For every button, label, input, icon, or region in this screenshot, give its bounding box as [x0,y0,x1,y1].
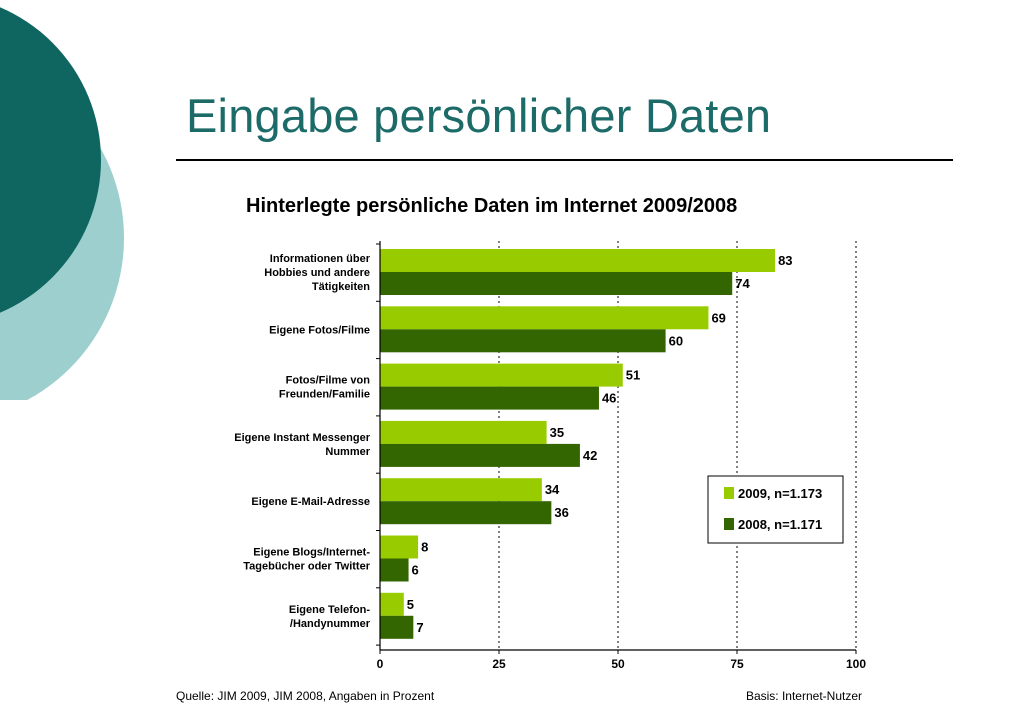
deco-dark-circle [0,7,101,313]
x-tick-label: 100 [846,657,866,671]
chart-title: Hinterlegte persönliche Daten im Interne… [246,195,737,217]
category-label: Fotos/Filme von [286,375,371,387]
legend-label: 2009, n=1.173 [738,486,822,501]
bar [380,443,580,467]
bar [380,558,409,582]
category-labels: Informationen über Hobbies und andere Täti… [234,253,370,630]
category-label: Eigene E-Mail-Adresse [251,496,370,508]
category-label: /Handynummer [290,618,371,630]
category-label: Eigene Instant Messenger [234,432,370,444]
category-label: Eigene Blogs/Internet- [253,547,370,559]
bar [380,478,542,502]
data-label: 5 [407,597,414,612]
category-label: Nummer [325,446,370,458]
bar [380,329,666,353]
data-label: 83 [778,253,792,268]
title-divider [176,159,953,161]
x-axis: 0 25 50 75 100 [376,241,866,671]
data-label: 8 [421,540,428,555]
category-label: Eigene Telefon- [289,604,370,616]
category-label: Freunden/Familie [279,389,370,401]
bar [380,615,414,639]
data-label: 6 [412,563,419,578]
decorative-circles [0,7,124,400]
bar [380,249,776,272]
data-label: 69 [711,310,725,325]
slide-title: Eingabe persönlicher Daten [186,89,772,142]
category-label: Eigene Fotos/Filme [269,324,370,336]
x-tick-label: 0 [377,657,384,671]
bar [380,501,552,525]
bar [380,272,733,295]
category-label: Hobbies und andere [264,267,370,279]
bar [380,592,404,616]
data-label: 51 [626,368,640,383]
x-tick-label: 75 [730,657,744,671]
category-label: Tätigkeiten [312,281,370,293]
x-tick-label: 50 [611,657,625,671]
legend: 2009, n=1.173 2008, n=1.171 [707,475,844,544]
chart-grid [498,241,857,650]
data-label: 60 [669,333,683,348]
chart-bars [380,249,776,639]
legend-swatch [724,518,734,530]
bar [380,420,547,444]
source-note: Quelle: JIM 2009, JIM 2008, Angaben in P… [176,689,435,703]
data-label: 46 [602,391,616,406]
data-label: 42 [583,448,597,463]
bar [380,535,419,559]
basis-note: Basis: Internet-Nutzer [746,689,862,703]
data-label: 34 [545,482,560,497]
bar [380,306,709,330]
data-label: 7 [416,620,423,635]
data-label: 35 [550,425,564,440]
data-label: 36 [554,505,568,520]
category-label: Informationen über [270,253,371,265]
value-labels: 83 74 69 60 51 46 35 42 34 36 86 57 [407,253,793,635]
legend-swatch [724,487,734,499]
bar [380,386,599,410]
bar [380,363,623,387]
data-label: 74 [735,276,750,291]
legend-label: 2008, n=1.171 [738,517,822,532]
x-tick-label: 25 [492,657,506,671]
category-label: Tagebücher oder Twitter [243,561,370,573]
